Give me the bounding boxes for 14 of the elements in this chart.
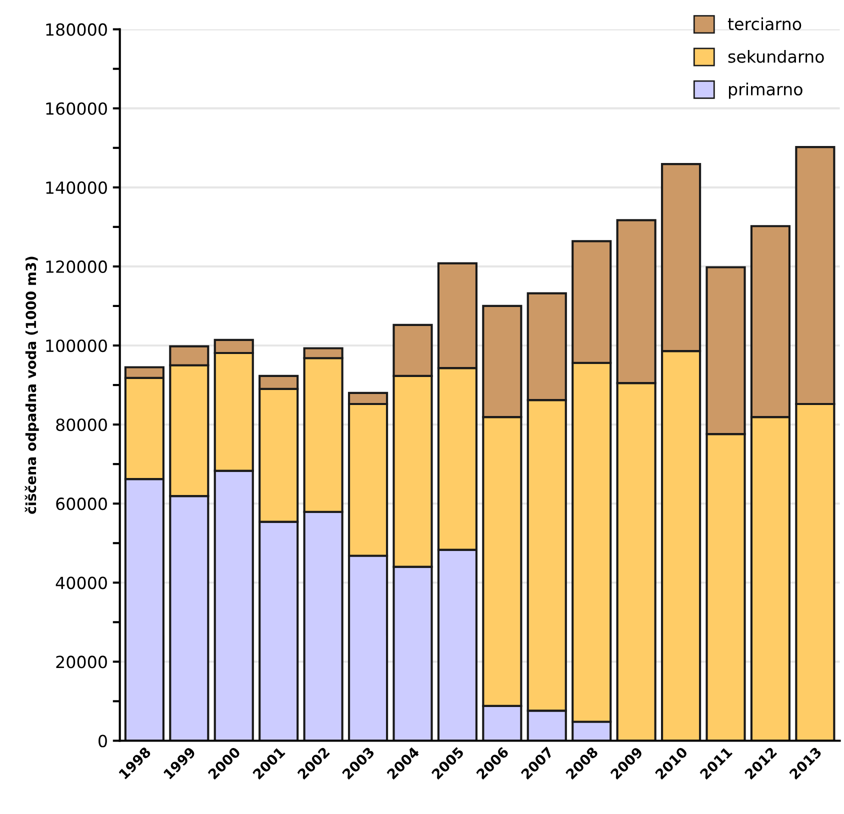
legend-label: primarno (728, 82, 802, 99)
y-tick-label: 60000 (56, 498, 107, 510)
y-tick-label: 0 (98, 734, 107, 748)
legend-label: terciarno (728, 17, 802, 30)
y-tick-label: 160000 (46, 102, 107, 115)
y-tick-label: 80000 (56, 418, 107, 432)
y-axis-title: čiščena odpadna voda (1000 m3) (24, 256, 39, 514)
y-tick-label: 100000 (46, 339, 107, 352)
y-tick-label: 120000 (46, 260, 107, 274)
y-tick-label: 20000 (56, 656, 107, 668)
y-tick-label: 140000 (46, 181, 107, 194)
y-tick-label: 40000 (56, 576, 107, 590)
y-tick-label: 180000 (46, 23, 107, 36)
legend-label: sekundarno (728, 50, 824, 63)
